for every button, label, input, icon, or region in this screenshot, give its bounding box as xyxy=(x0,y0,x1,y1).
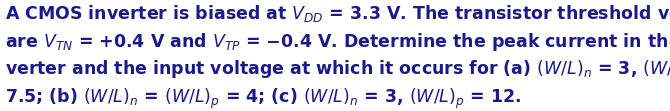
Text: 7.5; (b) $(W/L)_n$ = $(W/L)_p$ = 4; (c) $(W/L)_n$ = 3, $(W/L)_p$ = 12.: 7.5; (b) $(W/L)_n$ = $(W/L)_p$ = 4; (c) … xyxy=(5,87,522,111)
Text: A CMOS inverter is biased at $V_{DD}$ = 3.3 V. The transistor threshold voltages: A CMOS inverter is biased at $V_{DD}$ = … xyxy=(5,3,670,25)
Text: verter and the input voltage at which it occurs for (a) $(W/L)_n$ = 3, $(W/L)_p$: verter and the input voltage at which it… xyxy=(5,59,670,83)
Text: are $V_{TN}$ = +0.4 V and $V_{TP}$ = −0.4 V. Determine the peak current in the i: are $V_{TN}$ = +0.4 V and $V_{TP}$ = −0.… xyxy=(5,31,670,53)
